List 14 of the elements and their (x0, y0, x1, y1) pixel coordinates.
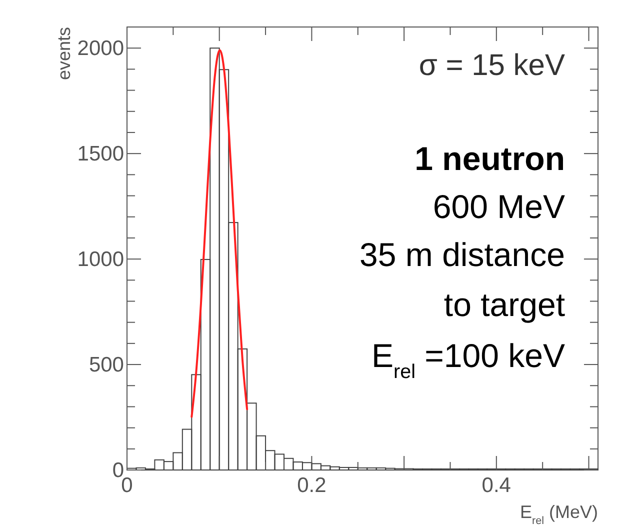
annotation: 35 m distance (360, 236, 565, 273)
y-tick-label: 1500 (77, 142, 124, 166)
y-tick-label: 2000 (77, 37, 124, 60)
y-axis-title: events (54, 27, 74, 80)
x-axis-title: E$_{rel}$ (MeV) (520, 502, 598, 526)
y-tick-label: 1000 (77, 248, 124, 272)
annotation: 1 neutron (414, 140, 565, 177)
annotation: E$_{rel}$ =100 keV (371, 337, 565, 383)
annotation: σ = 15 keV (418, 49, 565, 82)
annotation: 600 MeV (432, 188, 565, 225)
annotation: to target (444, 286, 565, 323)
x-tick-label: 0.4 (482, 474, 512, 497)
x-tick-label: 0.2 (297, 474, 326, 497)
y-tick-label: 500 (88, 354, 124, 377)
